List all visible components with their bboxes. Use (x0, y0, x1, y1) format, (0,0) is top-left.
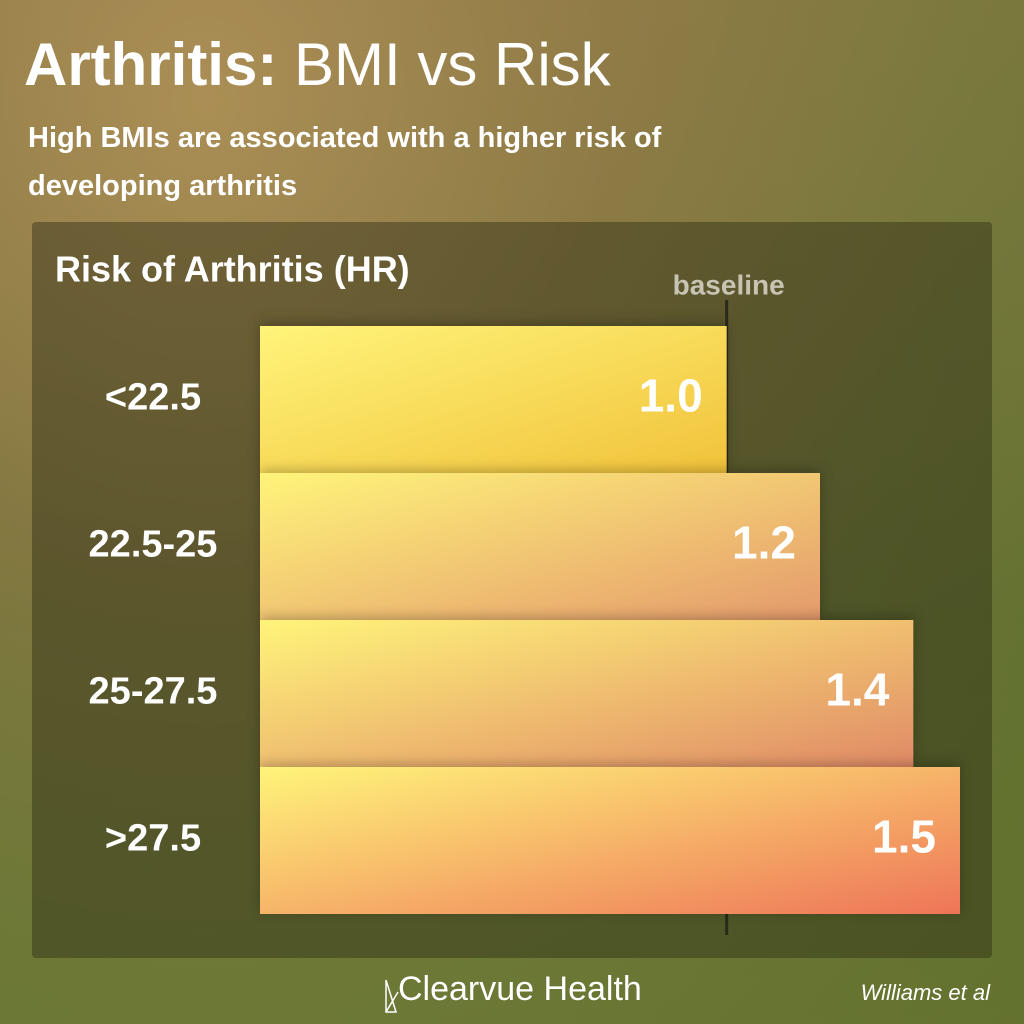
brand: Clearvue Health (398, 970, 642, 1008)
brand-logo (385, 979, 399, 1013)
value-label: 1.2 (732, 517, 796, 569)
baseline-label: baseline (673, 269, 785, 300)
bar (260, 620, 914, 767)
subtitle: High BMIs are associated with a higher r… (28, 122, 662, 202)
title: Arthritis: BMI vs Risk (24, 30, 611, 99)
source: Williams et al (860, 980, 990, 1005)
bar (260, 767, 960, 914)
category-label: <22.5 (105, 377, 201, 419)
chart-title: Risk of Arthritis (HR) (55, 249, 410, 290)
value-label: 1.4 (825, 664, 889, 716)
title-bold: Arthritis: (24, 31, 278, 98)
category-label: 25-27.5 (89, 671, 218, 713)
category-label: >27.5 (105, 818, 201, 860)
category-label: 22.5-25 (89, 524, 218, 566)
bar (260, 326, 727, 473)
title-rest: BMI vs Risk (294, 31, 611, 98)
value-label: 1.0 (639, 370, 703, 422)
bar (260, 473, 820, 620)
value-label: 1.5 (872, 811, 936, 863)
